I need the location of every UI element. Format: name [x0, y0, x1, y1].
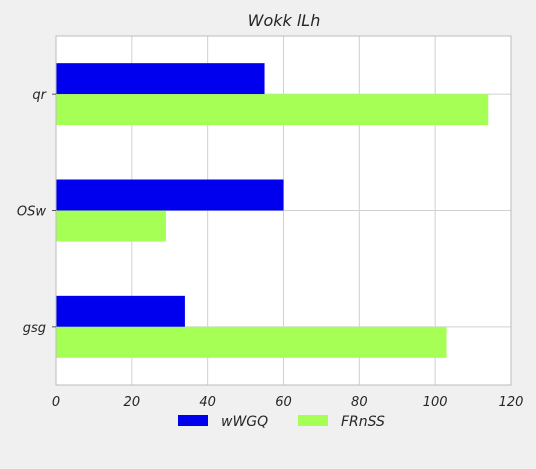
x-tick-label: 0 — [52, 395, 60, 410]
x-tick-label: 40 — [199, 395, 216, 410]
bar-wWGQ-OSw — [56, 179, 284, 211]
legend: wWGQ FRnSS — [178, 414, 385, 430]
legend-swatch-wWGQ — [178, 415, 208, 426]
y-tick-label: OSw — [17, 205, 46, 220]
bar-FRnSS-qr — [56, 94, 489, 126]
y-axis-ticks: qr OSw gsg — [17, 88, 56, 336]
x-tick-label: 60 — [275, 395, 292, 410]
x-axis-ticks: 0 20 40 60 80 100 120 — [52, 395, 524, 410]
bar-FRnSS-gsg — [56, 326, 447, 358]
legend-swatch-FRnSS — [298, 415, 328, 426]
x-tick-label: 20 — [124, 395, 141, 410]
y-tick-label: qr — [32, 88, 47, 103]
legend-label-wWGQ: wWGQ — [221, 414, 268, 430]
x-tick-label: 80 — [351, 395, 368, 410]
x-tick-label: 120 — [499, 395, 524, 410]
chart-title: Wokk lLh — [248, 11, 321, 30]
x-tick-label: 100 — [423, 395, 448, 410]
bars — [56, 63, 489, 358]
bar-wWGQ-gsg — [56, 295, 185, 327]
bar-FRnSS-OSw — [56, 210, 166, 242]
y-tick-label: gsg — [23, 321, 46, 336]
legend-label-FRnSS: FRnSS — [341, 414, 385, 430]
bar-wWGQ-qr — [56, 63, 265, 95]
